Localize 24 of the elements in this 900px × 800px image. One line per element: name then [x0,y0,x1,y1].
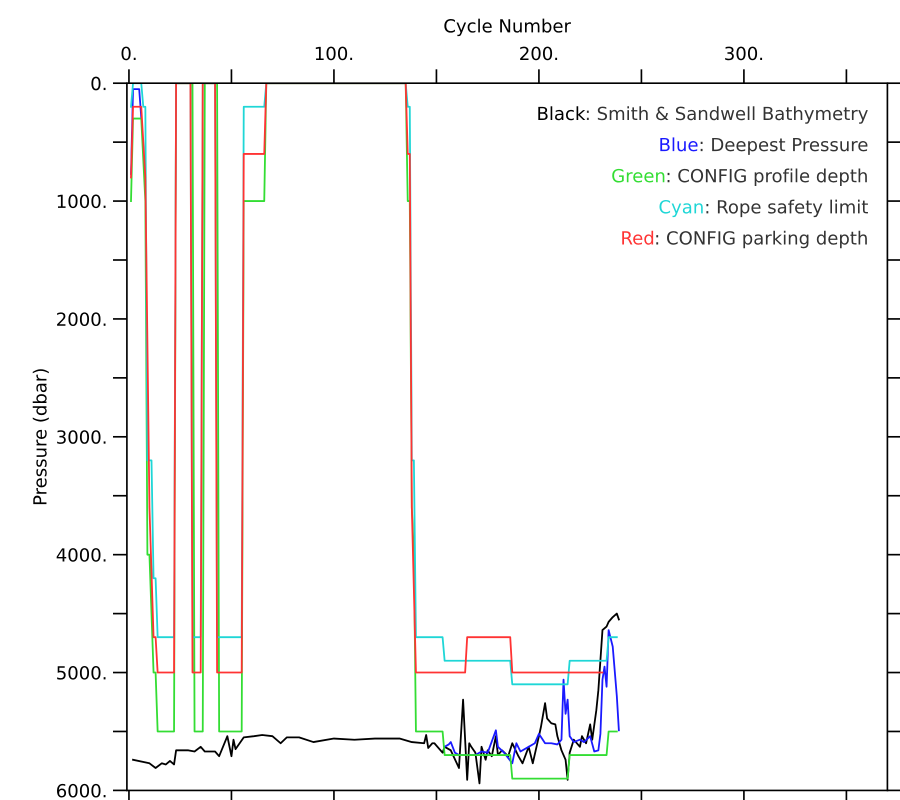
annotation: : Deepest Pressure [700,138,868,155]
text: Green [612,168,664,182]
annotation: : CONFIG parking depth [656,230,867,248]
y-tick-label: 4000. [56,548,106,562]
annotation: : Rope safety limit [706,200,868,218]
y-tick-label: 0. [91,76,106,90]
y-tick-label: 3000. [57,430,106,444]
x-tick-label: 300. [725,46,762,60]
x-tick-label: 100. [316,46,352,60]
text: Blue [660,137,698,152]
y-axis-title: Pressure (dbar) [32,369,49,504]
x-tick-label: 200. [520,46,558,60]
y-tick-label: 6000. [57,784,106,798]
y-tick-label: 5000. [57,666,106,680]
x-axis-title: Cycle Number [444,18,571,36]
line-series [132,612,620,784]
text: Red [622,230,654,245]
annotation: : CONFIG profile depth [668,168,867,186]
annotation: : Smith & Sandwell Bathymetry [586,106,868,124]
x-tick-label: 0. [122,46,136,60]
y-tick-label: 2000. [57,312,106,326]
text: Cyan [659,200,703,218]
y-tick-label: 1000. [58,194,106,208]
text: Black [538,106,586,120]
